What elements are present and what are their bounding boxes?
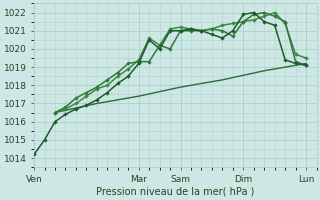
X-axis label: Pression niveau de la mer( hPa ): Pression niveau de la mer( hPa ) [96,187,254,197]
